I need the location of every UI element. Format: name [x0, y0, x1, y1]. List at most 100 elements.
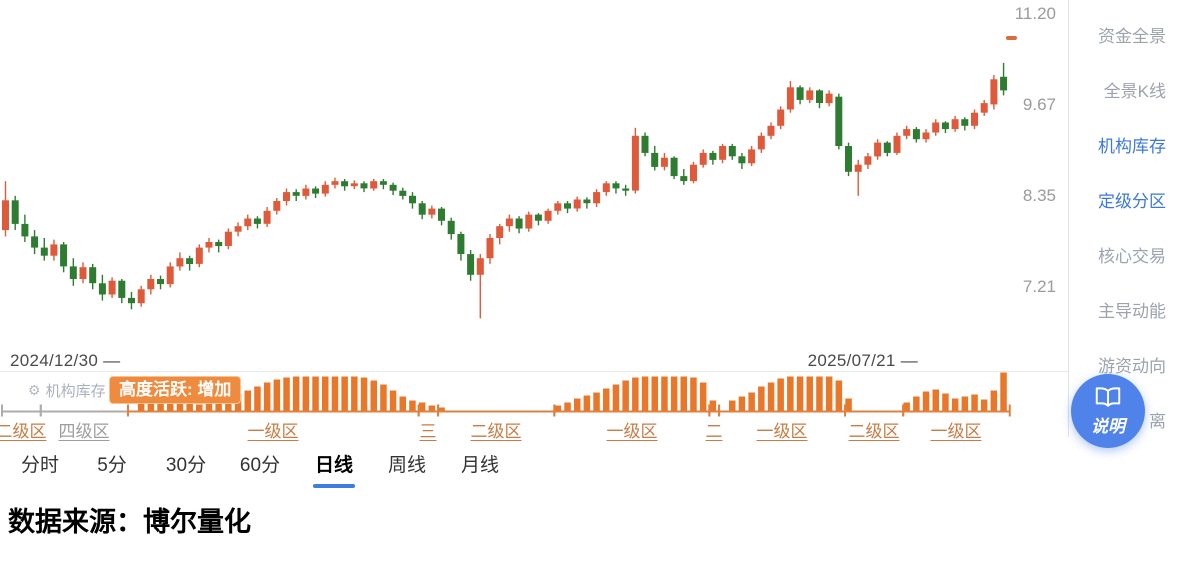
inventory-bar	[322, 376, 329, 411]
inventory-bar	[225, 398, 232, 411]
candle-body	[951, 119, 959, 130]
zone-label: 一级区	[606, 422, 658, 441]
inventory-bar	[835, 380, 843, 411]
candle-body	[409, 195, 416, 204]
sidebar-item-资金全景[interactable]: 资金全景	[1098, 27, 1166, 46]
indicator-sidebar: 资金全景全景K线机构库存定级分区核心交易主导动能游资动向离	[1068, 0, 1182, 437]
candle-body	[224, 231, 232, 246]
inventory-bar	[670, 376, 678, 411]
candle-body	[31, 236, 39, 248]
candle-body	[864, 156, 872, 165]
inventory-bar	[574, 398, 581, 411]
inventory-bar	[738, 396, 746, 411]
candle-body	[438, 208, 445, 221]
candle-body	[835, 96, 843, 146]
candle-body	[467, 254, 475, 275]
help-button-label: 说明	[1091, 416, 1125, 436]
chart-start-date: 2024/12/30 —	[10, 351, 121, 370]
candle-body	[263, 210, 271, 224]
sidebar-item-定级分区[interactable]: 定级分区	[1098, 192, 1166, 211]
candle-body	[1000, 76, 1008, 91]
candle-body	[350, 183, 358, 187]
candle-body	[370, 181, 378, 189]
sidebar-item-离[interactable]: 离	[1149, 412, 1166, 431]
sidebar-item-核心交易[interactable]: 核心交易	[1098, 247, 1166, 266]
candle-body	[215, 242, 223, 246]
candle-body	[631, 135, 639, 191]
candle-body	[816, 90, 823, 103]
zone-label: 二	[705, 422, 723, 441]
sidebar-item-游资动向[interactable]: 游资动向	[1098, 357, 1166, 376]
candle-body	[912, 129, 920, 140]
inventory-bar	[215, 401, 222, 411]
candle-body	[845, 146, 852, 172]
candle-body	[486, 238, 494, 259]
tab-月线[interactable]: 月线	[460, 455, 500, 476]
candle-body	[118, 280, 126, 298]
inventory-bar	[137, 400, 145, 411]
tab-日线[interactable]: 日线	[313, 450, 355, 488]
candle-body	[961, 119, 969, 126]
inventory-bar	[554, 405, 562, 411]
candle-body	[321, 184, 329, 194]
candle-body	[719, 146, 727, 160]
candle-body	[360, 183, 368, 189]
candle-body	[932, 122, 940, 133]
candle-body	[748, 149, 756, 164]
data-source-text: 数据来源：博尔量化	[8, 507, 251, 537]
tab-分时[interactable]: 分时	[20, 455, 60, 476]
inventory-bar	[903, 402, 910, 411]
inventory-bar	[796, 376, 804, 411]
tab-30分[interactable]: 30分	[165, 455, 207, 476]
candle-body	[166, 266, 174, 285]
candle-body	[922, 132, 930, 140]
candle-body	[98, 283, 106, 295]
zone-label: 一级区	[247, 422, 299, 441]
inventory-bar	[787, 376, 794, 411]
inventory-bar	[283, 377, 290, 411]
inventory-bar	[612, 384, 620, 411]
inventory-bar	[942, 393, 949, 411]
candle-body	[40, 247, 48, 256]
inventory-bar	[758, 386, 765, 411]
zone-label: 二级区	[470, 422, 522, 441]
inventory-bar	[632, 377, 639, 411]
inventory-bar	[399, 396, 406, 411]
panel-separator	[0, 371, 1068, 372]
sidebar-item-机构库存[interactable]: 机构库存	[1098, 137, 1166, 156]
active-tab-underline	[313, 484, 355, 488]
inventory-bar	[961, 396, 969, 411]
candle-body	[399, 190, 407, 196]
candle-body	[980, 103, 988, 113]
inventory-bar	[341, 376, 348, 411]
candle-body	[457, 234, 465, 254]
candle-body	[147, 279, 155, 290]
inventory-bar	[690, 377, 697, 411]
candle-body	[612, 183, 620, 189]
latest-price-marker	[1006, 36, 1017, 40]
zone-label: 一级区	[756, 422, 808, 441]
inventory-bar	[806, 376, 813, 411]
candle-body	[573, 199, 581, 209]
inventory-status-tooltip: 高度活跃: 增加	[109, 376, 242, 404]
tab-5分[interactable]: 5分	[97, 455, 127, 476]
candle-body	[108, 280, 116, 295]
help-button[interactable]: 说明	[1071, 374, 1145, 448]
candle-body	[602, 183, 610, 193]
inventory-bar	[845, 398, 852, 411]
gear-icon[interactable]: ⚙	[28, 382, 41, 398]
inventory-bar	[767, 382, 775, 411]
candle-body	[874, 142, 882, 157]
tab-60分[interactable]: 60分	[239, 455, 281, 476]
inventory-bar	[186, 402, 193, 411]
candle-body	[593, 192, 601, 204]
inventory-bar	[273, 379, 281, 411]
inventory-bar	[932, 389, 939, 411]
sidebar-item-主导动能[interactable]: 主导动能	[1098, 302, 1166, 321]
candle-body	[680, 176, 688, 182]
tab-周线[interactable]: 周线	[387, 455, 427, 476]
zone-label: 二级区	[848, 422, 900, 441]
candle-body	[11, 200, 19, 224]
sidebar-item-全景K线[interactable]: 全景K线	[1103, 82, 1166, 101]
candle-body	[341, 181, 349, 187]
